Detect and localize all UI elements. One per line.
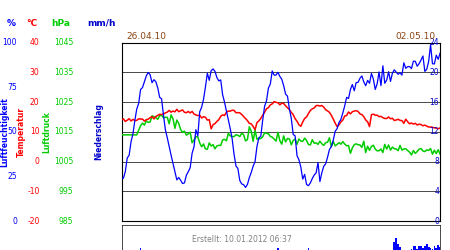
Text: 1045: 1045 — [54, 38, 73, 47]
Text: 995: 995 — [59, 187, 73, 196]
Text: 985: 985 — [59, 217, 73, 226]
Text: Luftfeuchtigkeit: Luftfeuchtigkeit — [0, 97, 9, 167]
Text: 25: 25 — [8, 172, 17, 181]
Text: 12: 12 — [430, 128, 439, 136]
Text: Temperatur: Temperatur — [17, 107, 26, 157]
Bar — [437, 245, 439, 250]
Text: -20: -20 — [27, 217, 40, 226]
Text: 0: 0 — [35, 157, 40, 166]
Text: 20: 20 — [30, 98, 40, 106]
Bar — [411, 249, 412, 250]
Text: %: % — [7, 18, 16, 28]
Text: 1015: 1015 — [54, 128, 73, 136]
Text: 40: 40 — [30, 38, 40, 47]
Text: 1025: 1025 — [54, 98, 73, 106]
Bar — [426, 244, 428, 250]
Bar — [399, 247, 401, 250]
Text: 10: 10 — [30, 128, 40, 136]
Bar — [420, 246, 422, 250]
Bar — [439, 247, 441, 250]
Text: 50: 50 — [7, 128, 17, 136]
Text: 30: 30 — [30, 68, 40, 77]
Text: °C: °C — [26, 18, 37, 28]
Bar — [416, 249, 418, 250]
Bar — [414, 246, 416, 250]
Text: 100: 100 — [3, 38, 17, 47]
Bar — [397, 244, 399, 250]
Text: 0: 0 — [12, 217, 17, 226]
Text: 24: 24 — [430, 38, 439, 47]
Text: 1035: 1035 — [54, 68, 73, 77]
Bar — [277, 248, 279, 250]
Bar — [393, 242, 395, 250]
Bar — [422, 248, 424, 250]
Text: 26.04.10: 26.04.10 — [126, 32, 166, 41]
Text: 16: 16 — [430, 98, 439, 106]
Bar — [413, 246, 414, 250]
Text: 0: 0 — [434, 217, 439, 226]
Bar — [428, 247, 429, 250]
Bar — [424, 246, 426, 250]
Text: 02.05.10: 02.05.10 — [396, 32, 436, 41]
Bar — [140, 248, 141, 250]
Text: Niederschlag: Niederschlag — [94, 104, 104, 160]
Bar — [308, 248, 309, 250]
Text: 8: 8 — [434, 157, 439, 166]
Bar — [418, 246, 420, 250]
Text: hPa: hPa — [52, 18, 71, 28]
Bar — [430, 248, 432, 250]
Bar — [433, 246, 435, 250]
Text: 75: 75 — [7, 83, 17, 92]
Text: -10: -10 — [27, 187, 40, 196]
Text: 4: 4 — [434, 187, 439, 196]
Bar — [436, 248, 437, 250]
Text: Erstellt: 10.01.2012 06:37: Erstellt: 10.01.2012 06:37 — [192, 236, 291, 244]
Text: Luftdruck: Luftdruck — [43, 111, 52, 153]
Text: 1005: 1005 — [54, 157, 73, 166]
Text: 20: 20 — [430, 68, 439, 77]
Text: mm/h: mm/h — [88, 18, 116, 28]
Bar — [432, 249, 433, 250]
Bar — [396, 238, 397, 250]
